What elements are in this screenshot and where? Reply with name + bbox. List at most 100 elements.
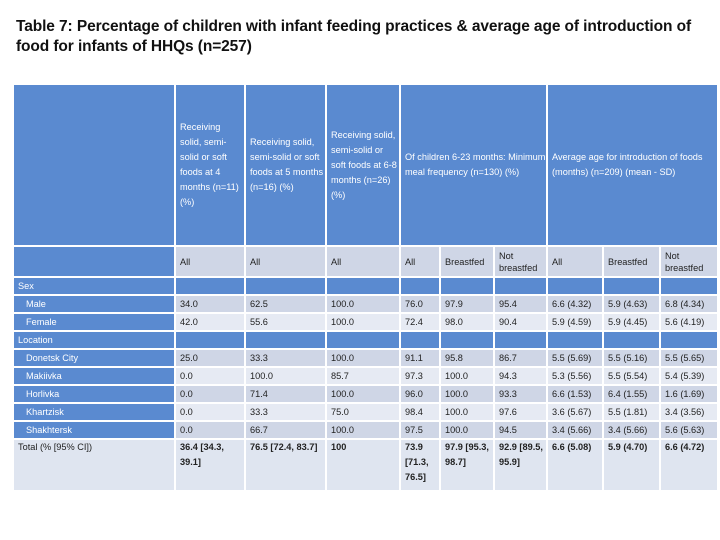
table-cell: 34.0	[176, 296, 244, 312]
table-cell	[176, 278, 244, 294]
table-row: Male 34.0 62.5 100.0 76.0 97.9 95.4 6.6 (4.32) 5…	[14, 296, 717, 312]
table-cell: 25.0	[176, 350, 244, 366]
table-cell	[246, 278, 325, 294]
total-cell: 36.4 [34.3, 39.1]	[176, 440, 244, 490]
table-cell: 6.8 (4.34)	[661, 296, 717, 312]
subheader-row: All All All All Breastfed Not breastfed All Bre…	[14, 247, 717, 276]
table-cell: 5.5 (5.54)	[604, 368, 659, 384]
total-cell: 6.6 (4.72)	[661, 440, 717, 490]
table-row: Horlivka 0.0 71.4 100.0 96.0 100.0 93.3 6.6 (1.…	[14, 386, 717, 402]
table-cell: 5.5 (5.65)	[661, 350, 717, 366]
subheader-cell	[14, 247, 174, 276]
header-min-meal-frequency: Of children 6-23 months: Minimum meal fr…	[401, 85, 546, 245]
table-cell: 55.6	[246, 314, 325, 330]
table-cell: 100.0	[327, 314, 399, 330]
table-cell: 3.4 (5.66)	[604, 422, 659, 438]
table-cell: 95.4	[495, 296, 546, 312]
group-label: Location	[14, 332, 174, 348]
header-average-age: Average age for introduction of foods (m…	[548, 85, 717, 245]
table-cell: 62.5	[246, 296, 325, 312]
table-cell: 5.5 (1.81)	[604, 404, 659, 420]
subheader-cell: All	[548, 247, 602, 276]
table-cell: 0.0	[176, 404, 244, 420]
table-cell	[604, 278, 659, 294]
total-cell: 5.9 (4.70)	[604, 440, 659, 490]
table-cell: 97.6	[495, 404, 546, 420]
table-cell: 33.3	[246, 404, 325, 420]
table-cell: 5.9 (4.45)	[604, 314, 659, 330]
subheader-cell: All	[327, 247, 399, 276]
row-label: Female	[14, 314, 174, 330]
header-6-8-months: Receiving solid, semi-solid or soft food…	[327, 85, 399, 245]
table-cell: 86.7	[495, 350, 546, 366]
table-cell: 98.4	[401, 404, 439, 420]
table-cell: 76.0	[401, 296, 439, 312]
table-cell	[246, 332, 325, 348]
table-cell	[548, 278, 602, 294]
table-cell	[441, 278, 493, 294]
table-cell: 85.7	[327, 368, 399, 384]
table-cell: 97.5	[401, 422, 439, 438]
group-label: Sex	[14, 278, 174, 294]
table-cell: 90.4	[495, 314, 546, 330]
table-cell: 3.4 (5.66)	[548, 422, 602, 438]
table-cell: 97.3	[401, 368, 439, 384]
table-cell	[401, 278, 439, 294]
table-cell	[441, 332, 493, 348]
subheader-cell: Breastfed	[441, 247, 493, 276]
table-cell: 94.5	[495, 422, 546, 438]
total-cell: 76.5 [72.4, 83.7]	[246, 440, 325, 490]
table-cell	[495, 278, 546, 294]
table-cell: 93.3	[495, 386, 546, 402]
table-cell: 33.3	[246, 350, 325, 366]
group-row: Sex	[14, 278, 717, 294]
table-cell: 66.7	[246, 422, 325, 438]
table-row: Makiivka 0.0 100.0 85.7 97.3 100.0 94.3 5.3 (5.…	[14, 368, 717, 384]
table-cell: 0.0	[176, 422, 244, 438]
table-cell: 3.4 (3.56)	[661, 404, 717, 420]
table-cell: 100.0	[441, 368, 493, 384]
table-cell: 5.6 (5.63)	[661, 422, 717, 438]
table-cell	[327, 278, 399, 294]
table-cell: 6.6 (1.53)	[548, 386, 602, 402]
header-5-months: Receiving solid, semi-solid or soft food…	[246, 85, 325, 245]
row-label: Khartzisk	[14, 404, 174, 420]
total-cell: 6.6 (5.08)	[548, 440, 602, 490]
table-row: Donetsk City 25.0 33.3 100.0 91.1 95.8 86.7 5.5…	[14, 350, 717, 366]
table-cell: 97.9	[441, 296, 493, 312]
table-cell: 91.1	[401, 350, 439, 366]
header-row: Receiving solid, semi-solid or soft food…	[14, 85, 717, 245]
table-cell: 100.0	[327, 386, 399, 402]
table-cell: 5.5 (5.16)	[604, 350, 659, 366]
table-cell: 6.4 (1.55)	[604, 386, 659, 402]
subheader-cell: All	[401, 247, 439, 276]
table-cell: 100.0	[441, 386, 493, 402]
row-label: Male	[14, 296, 174, 312]
table-cell: 71.4	[246, 386, 325, 402]
table-cell: 100.0	[327, 422, 399, 438]
table-row: Khartzisk 0.0 33.3 75.0 98.4 100.0 97.6 3.6 (5.…	[14, 404, 717, 420]
total-label: Total (% [95% CI])	[14, 440, 174, 490]
subheader-cell: Not breastfed	[661, 247, 717, 276]
row-label: Makiivka	[14, 368, 174, 384]
table-cell: 6.6 (4.32)	[548, 296, 602, 312]
table-cell	[495, 332, 546, 348]
total-cell: 97.9 [95.3, 98.7]	[441, 440, 493, 490]
table-cell: 100.0	[327, 296, 399, 312]
table-cell: 5.4 (5.39)	[661, 368, 717, 384]
table-cell: 100.0	[327, 350, 399, 366]
subheader-cell: Breastfed	[604, 247, 659, 276]
table-cell: 100.0	[441, 422, 493, 438]
total-cell: 100	[327, 440, 399, 490]
total-row: Total (% [95% CI]) 36.4 [34.3, 39.1] 76.5 …	[14, 440, 717, 490]
table-row: Shakhtersk 0.0 66.7 100.0 97.5 100.0 94.5 3.4 (…	[14, 422, 717, 438]
table-cell: 1.6 (1.69)	[661, 386, 717, 402]
table-cell: 100.0	[246, 368, 325, 384]
row-label: Horlivka	[14, 386, 174, 402]
total-cell: 73.9 [71.3, 76.5]	[401, 440, 439, 490]
table-cell: 94.3	[495, 368, 546, 384]
table-cell: 72.4	[401, 314, 439, 330]
header-4-months: Receiving solid, semi-solid or soft food…	[176, 85, 244, 245]
table-row: Female 42.0 55.6 100.0 72.4 98.0 90.4 5.9 (4.59…	[14, 314, 717, 330]
table-cell: 0.0	[176, 368, 244, 384]
